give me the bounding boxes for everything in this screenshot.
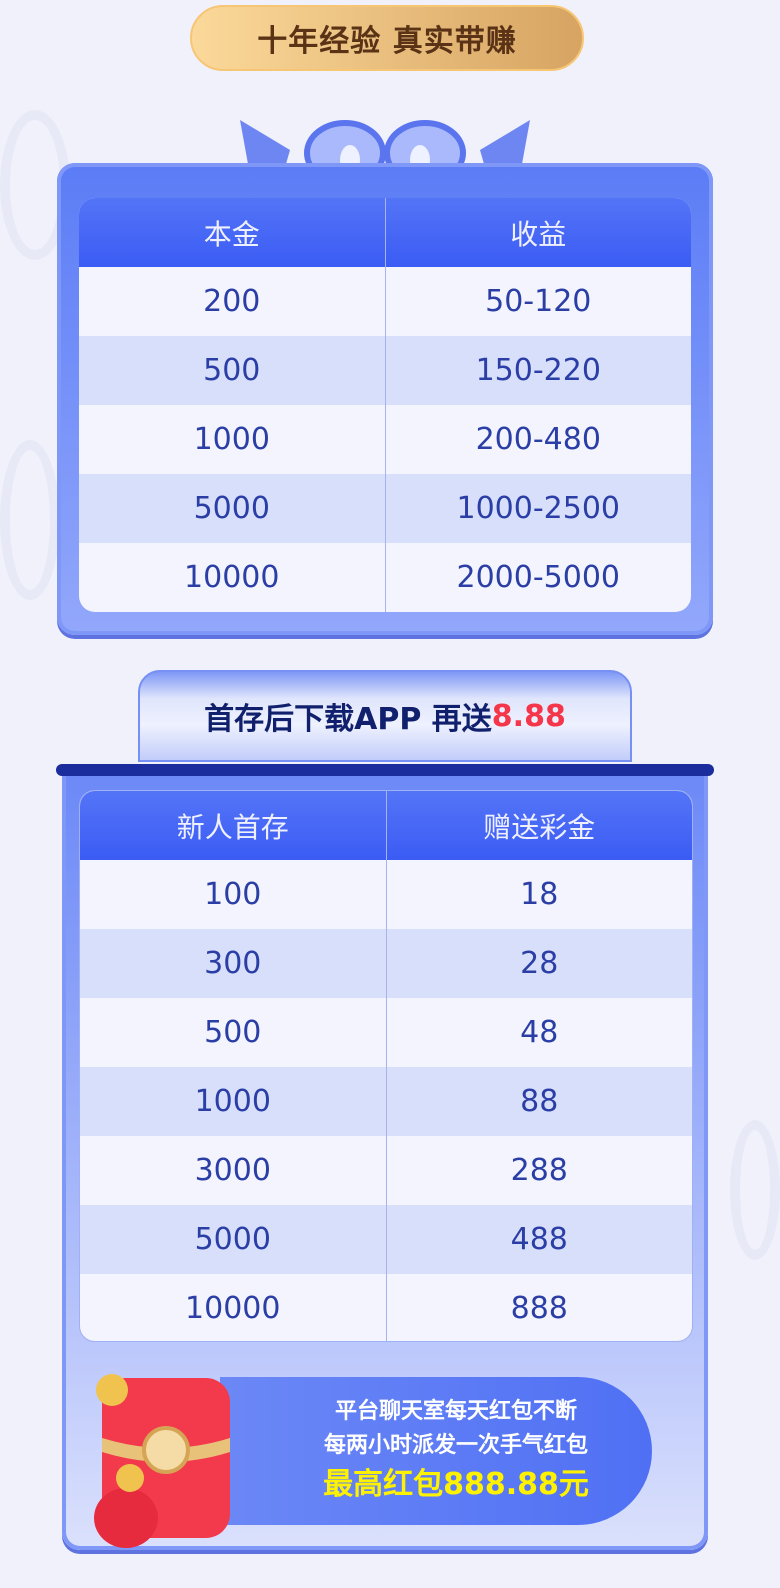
table-row: 200 50-120 (79, 267, 691, 336)
cell: 48 (520, 1015, 559, 1050)
table-row: 5000 488 (80, 1205, 692, 1274)
red-envelope-icon (94, 1374, 230, 1548)
cell: 18 (520, 877, 559, 912)
table-row: 300 28 (80, 929, 692, 998)
banner-text: 首存后下载APP 再送 (204, 702, 492, 737)
table-row: 3000 288 (80, 1136, 692, 1205)
cell: 300 (80, 929, 387, 998)
cell: 10000 (80, 1274, 387, 1341)
cell: 50-120 (485, 284, 592, 319)
header-bonus: 赠送彩金 (483, 810, 596, 844)
poker-chip-decoration (730, 1120, 780, 1260)
cell: 888 (510, 1291, 568, 1326)
app-download-banner: 首存后下载APP 再送 8.88 (138, 670, 632, 762)
cell: 200-480 (475, 422, 601, 457)
cell: 100 (80, 860, 387, 929)
red-packet-promo: 平台聊天室每天红包不断 每两小时派发一次手气红包 最高红包888.88元 (220, 1377, 652, 1525)
promo-line-1: 平台聊天室每天红包不断 (334, 1399, 577, 1424)
cell: 88 (520, 1084, 559, 1119)
cell: 28 (520, 946, 559, 981)
cell: 150-220 (475, 353, 601, 388)
cell: 3000 (80, 1136, 387, 1205)
cell: 200 (79, 267, 386, 336)
cell: 1000 (79, 405, 386, 474)
page-title: 十年经验 真实带赚 (190, 5, 584, 71)
poker-chip-decoration (0, 440, 60, 600)
promo-line-2: 每两小时派发一次手气红包 (323, 1433, 588, 1458)
cell: 488 (510, 1222, 568, 1257)
cell: 1000-2500 (456, 491, 621, 526)
banner-bonus-amount: 8.88 (491, 698, 566, 734)
header-first-deposit: 新人首存 (80, 791, 387, 860)
returns-table: 本金 收益 200 50-120 500 150-220 1000 200-480 5… (79, 198, 691, 612)
cell: 500 (80, 998, 387, 1067)
table-row: 1000 88 (80, 1067, 692, 1136)
promo-max-amount: 最高红包888.88元 (323, 1467, 589, 1502)
cell: 2000-5000 (456, 560, 621, 595)
container-lip (56, 764, 714, 776)
bonus-table: 新人首存 赠送彩金 100 18 300 28 500 48 1000 88 3000 2… (79, 790, 693, 1342)
table-row: 100 18 (80, 860, 692, 929)
cell: 288 (510, 1153, 568, 1188)
cell: 500 (79, 336, 386, 405)
cell: 5000 (79, 474, 386, 543)
table-row: 10000 888 (80, 1274, 692, 1341)
header-principal: 本金 (79, 198, 386, 267)
table-row: 500 150-220 (79, 336, 691, 405)
cell: 1000 (80, 1067, 387, 1136)
table-row: 10000 2000-5000 (79, 543, 691, 612)
table-row: 500 48 (80, 998, 692, 1067)
header-returns: 收益 (510, 217, 567, 251)
table-row: 1000 200-480 (79, 405, 691, 474)
cell: 5000 (80, 1205, 387, 1274)
cell: 10000 (79, 543, 386, 612)
table-header: 新人首存 赠送彩金 (80, 791, 692, 860)
table-row: 5000 1000-2500 (79, 474, 691, 543)
table-header: 本金 收益 (79, 198, 691, 267)
